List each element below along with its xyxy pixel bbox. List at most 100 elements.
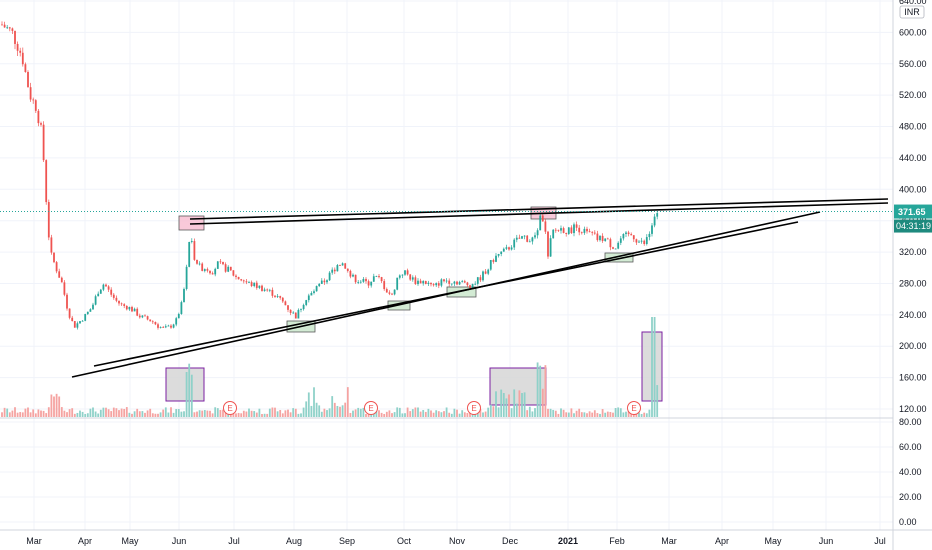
candle-body bbox=[19, 50, 22, 53]
candle-body bbox=[430, 282, 432, 285]
candle-body bbox=[21, 52, 24, 65]
candle-body bbox=[401, 274, 404, 276]
volume-bar bbox=[102, 407, 105, 417]
volume-highlight-box bbox=[165, 367, 205, 402]
candle-body bbox=[328, 272, 331, 281]
candle-body bbox=[14, 30, 16, 44]
volume-bar bbox=[518, 390, 521, 417]
volume-bar bbox=[541, 388, 544, 417]
volume-bar bbox=[539, 365, 542, 417]
time-tick-label: Apr bbox=[715, 536, 729, 546]
candle-body bbox=[164, 326, 167, 328]
candle-body bbox=[313, 291, 315, 293]
candle-body bbox=[344, 263, 347, 269]
candle-body bbox=[292, 312, 295, 314]
candle-body bbox=[302, 304, 305, 310]
candle-body bbox=[562, 228, 565, 233]
price-tick-label: 480.00 bbox=[899, 122, 927, 132]
volume-bar bbox=[157, 413, 159, 417]
volume-bar bbox=[115, 408, 118, 417]
candle-body bbox=[37, 110, 40, 124]
candle-body bbox=[365, 278, 367, 282]
volume-bar bbox=[1, 412, 3, 417]
candle-body bbox=[261, 285, 263, 291]
time-tick-label: May bbox=[764, 536, 782, 546]
volume-bar bbox=[154, 413, 157, 417]
volume-bar bbox=[185, 372, 188, 417]
volume-bar bbox=[302, 407, 305, 417]
candle-body bbox=[456, 281, 458, 285]
candle-body bbox=[300, 309, 302, 310]
candle-body bbox=[612, 247, 614, 249]
earnings-marker[interactable]: E bbox=[223, 401, 237, 415]
volume-bar bbox=[547, 408, 549, 417]
volume-bar bbox=[648, 409, 651, 417]
candle-body bbox=[86, 311, 89, 315]
candle-body bbox=[128, 306, 131, 310]
candle-body bbox=[190, 241, 193, 243]
candle-body bbox=[284, 301, 287, 306]
earnings-marker[interactable]: E bbox=[627, 401, 641, 415]
volume-bar bbox=[336, 405, 339, 417]
earnings-marker[interactable]: E bbox=[364, 401, 378, 415]
volume-bar bbox=[349, 412, 352, 417]
candle-body bbox=[549, 238, 552, 257]
candle-body bbox=[240, 279, 243, 281]
volume-bar bbox=[235, 413, 237, 417]
volume-bar bbox=[53, 396, 55, 417]
volume-bar bbox=[580, 412, 583, 417]
candle-body bbox=[484, 271, 487, 274]
volume-bar bbox=[398, 407, 401, 417]
candle-body bbox=[575, 224, 578, 228]
candle-body bbox=[445, 280, 448, 282]
candle-body bbox=[565, 232, 568, 234]
candle-body bbox=[58, 271, 61, 278]
candle-body bbox=[170, 325, 172, 328]
volume-bar bbox=[248, 408, 250, 417]
volume-bar bbox=[466, 413, 469, 417]
volume-bar bbox=[19, 412, 22, 417]
support-trendline-lower bbox=[93, 221, 799, 367]
volume-bar bbox=[453, 408, 456, 417]
candle-body bbox=[424, 281, 427, 284]
volume-bar bbox=[258, 408, 261, 417]
volume-bar bbox=[521, 393, 523, 417]
volume-bar bbox=[612, 412, 614, 417]
volume-bar bbox=[523, 392, 526, 417]
volume-bar bbox=[180, 411, 183, 417]
candle-body bbox=[89, 309, 92, 312]
candle-body bbox=[42, 124, 45, 161]
volume-bar bbox=[55, 393, 58, 417]
trendlines bbox=[0, 198, 893, 378]
candle-body bbox=[458, 282, 461, 285]
volume-bar bbox=[383, 413, 386, 417]
volume-bar bbox=[146, 410, 149, 417]
indicator-tick-label: 20.00 bbox=[899, 492, 922, 502]
axes: 640.00 600.00 560.00 520.00 480.00 440.00 400.… bbox=[26, 0, 932, 546]
volume-bar bbox=[34, 413, 37, 417]
candle-body bbox=[547, 231, 549, 257]
candle-body bbox=[224, 264, 227, 272]
volume-bar bbox=[448, 412, 451, 417]
candle-body bbox=[66, 294, 68, 309]
currency-badge[interactable]: INR bbox=[899, 5, 925, 19]
volume-bar bbox=[622, 412, 625, 417]
volume-bar bbox=[307, 392, 310, 417]
candle-body bbox=[359, 281, 362, 283]
time-tick-label: May bbox=[121, 536, 139, 546]
volume-bar bbox=[588, 411, 591, 417]
volume-bar bbox=[354, 409, 357, 417]
candle-body bbox=[596, 233, 599, 241]
volume-bar bbox=[380, 412, 383, 417]
candle-body bbox=[333, 269, 336, 272]
earnings-marker[interactable]: E bbox=[467, 401, 481, 415]
candle-body bbox=[341, 263, 344, 266]
candle-body bbox=[352, 274, 354, 277]
volume-bar bbox=[313, 387, 315, 417]
earnings-marker-circle bbox=[364, 401, 378, 415]
volume-bar bbox=[222, 409, 224, 417]
candle-body bbox=[528, 241, 531, 243]
candle-body bbox=[297, 309, 300, 319]
volume-bar bbox=[229, 413, 232, 417]
